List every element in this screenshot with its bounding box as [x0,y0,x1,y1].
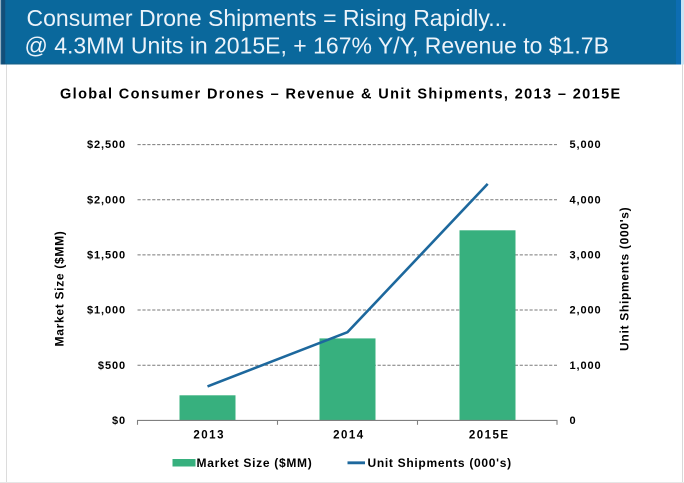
svg-text:$0: $0 [112,415,126,427]
svg-text:2015E: 2015E [469,430,510,442]
svg-text:Unit Shipments (000's): Unit Shipments (000's) [368,456,512,470]
svg-text:2014: 2014 [333,430,365,442]
svg-text:$2,500: $2,500 [87,139,126,151]
svg-text:@ 4.3MM Units in 2015E, + 167%: @ 4.3MM Units in 2015E, + 167% Y/Y, Reve… [25,32,609,58]
svg-text:0: 0 [570,415,577,427]
svg-text:Market Size ($MM): Market Size ($MM) [53,231,67,347]
svg-text:2013: 2013 [193,430,225,442]
svg-text:$2,000: $2,000 [87,194,126,206]
svg-text:$1,500: $1,500 [87,250,126,262]
svg-text:Market Size ($MM): Market Size ($MM) [197,456,313,470]
svg-text:Consumer Drone Shipments = Ris: Consumer Drone Shipments = Rising Rapidl… [27,5,508,31]
svg-text:Unit Shipments (000's): Unit Shipments (000's) [618,207,632,351]
svg-text:Global Consumer Drones – Reven: Global Consumer Drones – Revenue & Unit … [60,87,622,103]
svg-text:3,000: 3,000 [570,250,602,262]
svg-text:$500: $500 [98,360,126,372]
svg-text:1,000: 1,000 [570,360,602,372]
svg-text:4,000: 4,000 [570,194,602,206]
svg-text:$1,000: $1,000 [87,305,126,317]
svg-text:2,000: 2,000 [570,305,602,317]
svg-text:5,000: 5,000 [570,139,602,151]
